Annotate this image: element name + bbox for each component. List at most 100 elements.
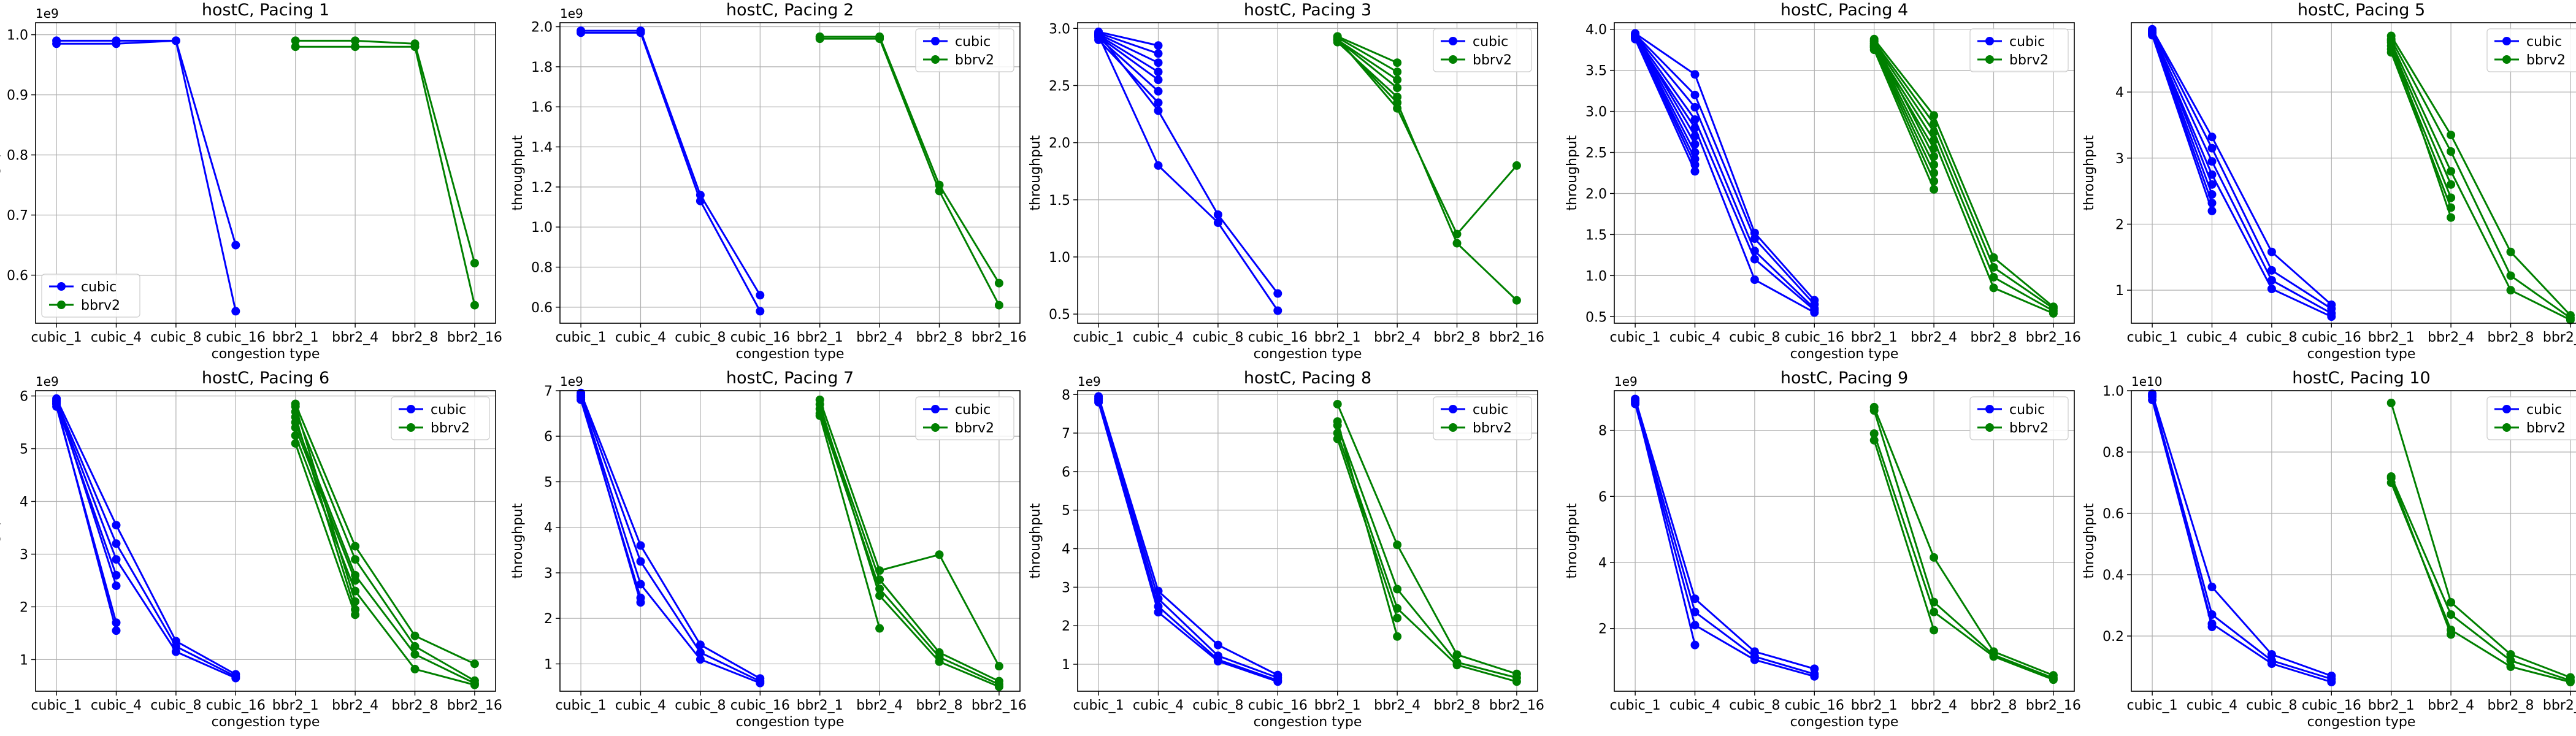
x-tick-label: bbr2_8 <box>1434 698 1481 713</box>
legend-label-bbrv2: bbrv2 <box>2009 421 2049 436</box>
data-point-cubic <box>636 580 645 589</box>
series-line-bbrv2 <box>2390 39 2571 319</box>
data-point-cubic <box>1213 218 1222 228</box>
y-tick-label: 1 <box>544 657 553 672</box>
legend-box <box>1433 28 1532 72</box>
legend: cubic bbrv2 <box>1433 28 1532 72</box>
y-tick-label: 5 <box>1062 504 1070 519</box>
y-axis-label: throughput <box>1565 135 1580 210</box>
x-tick-label: bbr2_1 <box>2368 698 2415 713</box>
y-tick-label: 2.5 <box>1049 79 1070 94</box>
y-tick-label: 2.0 <box>531 20 553 36</box>
y-tick-label: 3.5 <box>1585 64 1607 79</box>
data-point-bbrv2 <box>2506 271 2515 280</box>
series-line-bbrv2 <box>819 415 881 629</box>
data-point-bbrv2 <box>1930 128 1939 137</box>
y-tick-label: 4 <box>1598 556 1607 571</box>
legend-marker-cubic <box>1449 37 1457 45</box>
legend-label-bbrv2: bbrv2 <box>2526 421 2566 436</box>
data-point-bbrv2 <box>2447 598 2456 607</box>
y-tick-label: 8 <box>1598 424 1607 439</box>
chart-panel-4: cubic_1 cubic_4 cubic_8 cubic_16 bbr2_1 bbr2_… <box>1565 1 2081 362</box>
y-axis-label: throughput <box>1028 135 1043 210</box>
series-line-cubic <box>580 396 642 603</box>
x-tick-label: cubic_4 <box>1133 698 1184 713</box>
legend-item-cubic: cubic <box>1977 402 2045 418</box>
x-tick-label: cubic_1 <box>1609 330 1660 345</box>
series-line-bbrv2 <box>819 36 1000 284</box>
y-tick-label: 6 <box>20 389 28 405</box>
y-tick-label: 4 <box>20 495 28 510</box>
chart-title: hostC, Pacing 9 <box>1781 369 1908 388</box>
legend: cubic bbrv2 <box>1969 396 2069 440</box>
series-line-cubic <box>581 31 761 312</box>
y-tick-label: 0.2 <box>2103 629 2124 645</box>
data-point-bbrv2 <box>1989 273 1998 282</box>
x-tick-label: cubic_16 <box>206 698 266 713</box>
data-point-bbrv2 <box>2447 131 2456 140</box>
y-tick-label: 0.4 <box>2103 568 2124 583</box>
series-line-bbrv2 <box>294 411 475 682</box>
legend-item-bbrv2: bbrv2 <box>49 298 120 313</box>
x-tick-label: bbr2_1 <box>272 698 319 713</box>
x-axis-label: congestion type <box>2307 347 2416 362</box>
x-tick-label: bbr2_1 <box>272 330 319 345</box>
x-tick-label: bbr2_1 <box>1314 698 1361 713</box>
data-point-cubic <box>2207 157 2217 166</box>
x-tick-label: bbr2_4 <box>1374 330 1420 345</box>
data-point-bbrv2 <box>994 301 1003 310</box>
data-point-cubic <box>1154 58 1163 67</box>
legend-marker-bbrv2 <box>57 301 66 309</box>
series-line-cubic <box>56 39 237 312</box>
data-point-cubic <box>2207 623 2217 631</box>
series-line-cubic <box>2151 34 2213 212</box>
x-tick-label: cubic_1 <box>1609 698 1660 713</box>
data-point-bbrv2 <box>2447 610 2456 619</box>
legend-item-cubic: cubic <box>923 34 991 50</box>
legend-box <box>1969 28 2069 72</box>
y-tick-label: 4.0 <box>1585 23 1607 38</box>
legend-marker-bbrv2 <box>1449 423 1457 432</box>
x-tick-label: cubic_8 <box>2246 330 2297 345</box>
legend-marker-cubic <box>2502 37 2511 45</box>
data-point-cubic <box>2267 276 2276 285</box>
x-tick-label: cubic_4 <box>91 698 142 713</box>
x-tick-label: cubic_8 <box>2246 698 2297 713</box>
data-point-bbrv2 <box>2506 662 2515 671</box>
series-line-cubic <box>2151 33 2332 318</box>
y-tick-label: 1.0 <box>531 220 553 236</box>
x-tick-label: cubic_1 <box>555 330 606 345</box>
legend-marker-bbrv2 <box>2502 55 2511 64</box>
data-point-bbrv2 <box>875 34 884 44</box>
y-offset-text: 1e9 <box>1078 374 1101 389</box>
series-line-bbrv2 <box>1873 49 1935 190</box>
x-tick-label: bbr2_8 <box>392 330 439 345</box>
data-point-cubic <box>1631 396 1640 405</box>
legend-marker-cubic <box>931 405 940 413</box>
x-tick-label: cubic_1 <box>1073 698 1124 713</box>
data-point-bbrv2 <box>410 650 420 659</box>
legend: cubic bbrv2 <box>915 28 1014 72</box>
x-tick-label: bbr2_16 <box>447 330 502 345</box>
y-tick-label: 2 <box>1062 619 1070 634</box>
x-tick-label: bbr2_16 <box>2026 698 2081 713</box>
series-line-bbrv2 <box>2390 48 2452 198</box>
data-point-bbrv2 <box>1930 185 1939 194</box>
series-cubic <box>1094 392 1282 686</box>
series-bbrv2 <box>815 32 1003 310</box>
data-point-cubic <box>1750 255 1759 264</box>
data-point-bbrv2 <box>1869 435 1879 445</box>
x-tick-label: bbr2_4 <box>2428 698 2474 713</box>
series-line-bbrv2 <box>1336 432 1517 683</box>
legend-box <box>391 396 490 440</box>
series-line-bbrv2 <box>819 399 1000 667</box>
y-tick-label: 3.0 <box>1585 105 1607 120</box>
axes-frame <box>1614 22 2075 324</box>
series-line-bbrv2 <box>2390 35 2572 316</box>
y-tick-label: 3 <box>544 566 553 581</box>
axes-frame <box>559 22 1021 324</box>
legend-item-bbrv2: bbrv2 <box>1977 53 2049 68</box>
x-tick-label: cubic_4 <box>91 330 142 345</box>
data-point-bbrv2 <box>2386 36 2396 45</box>
y-tick-label: 6 <box>1598 489 1607 505</box>
